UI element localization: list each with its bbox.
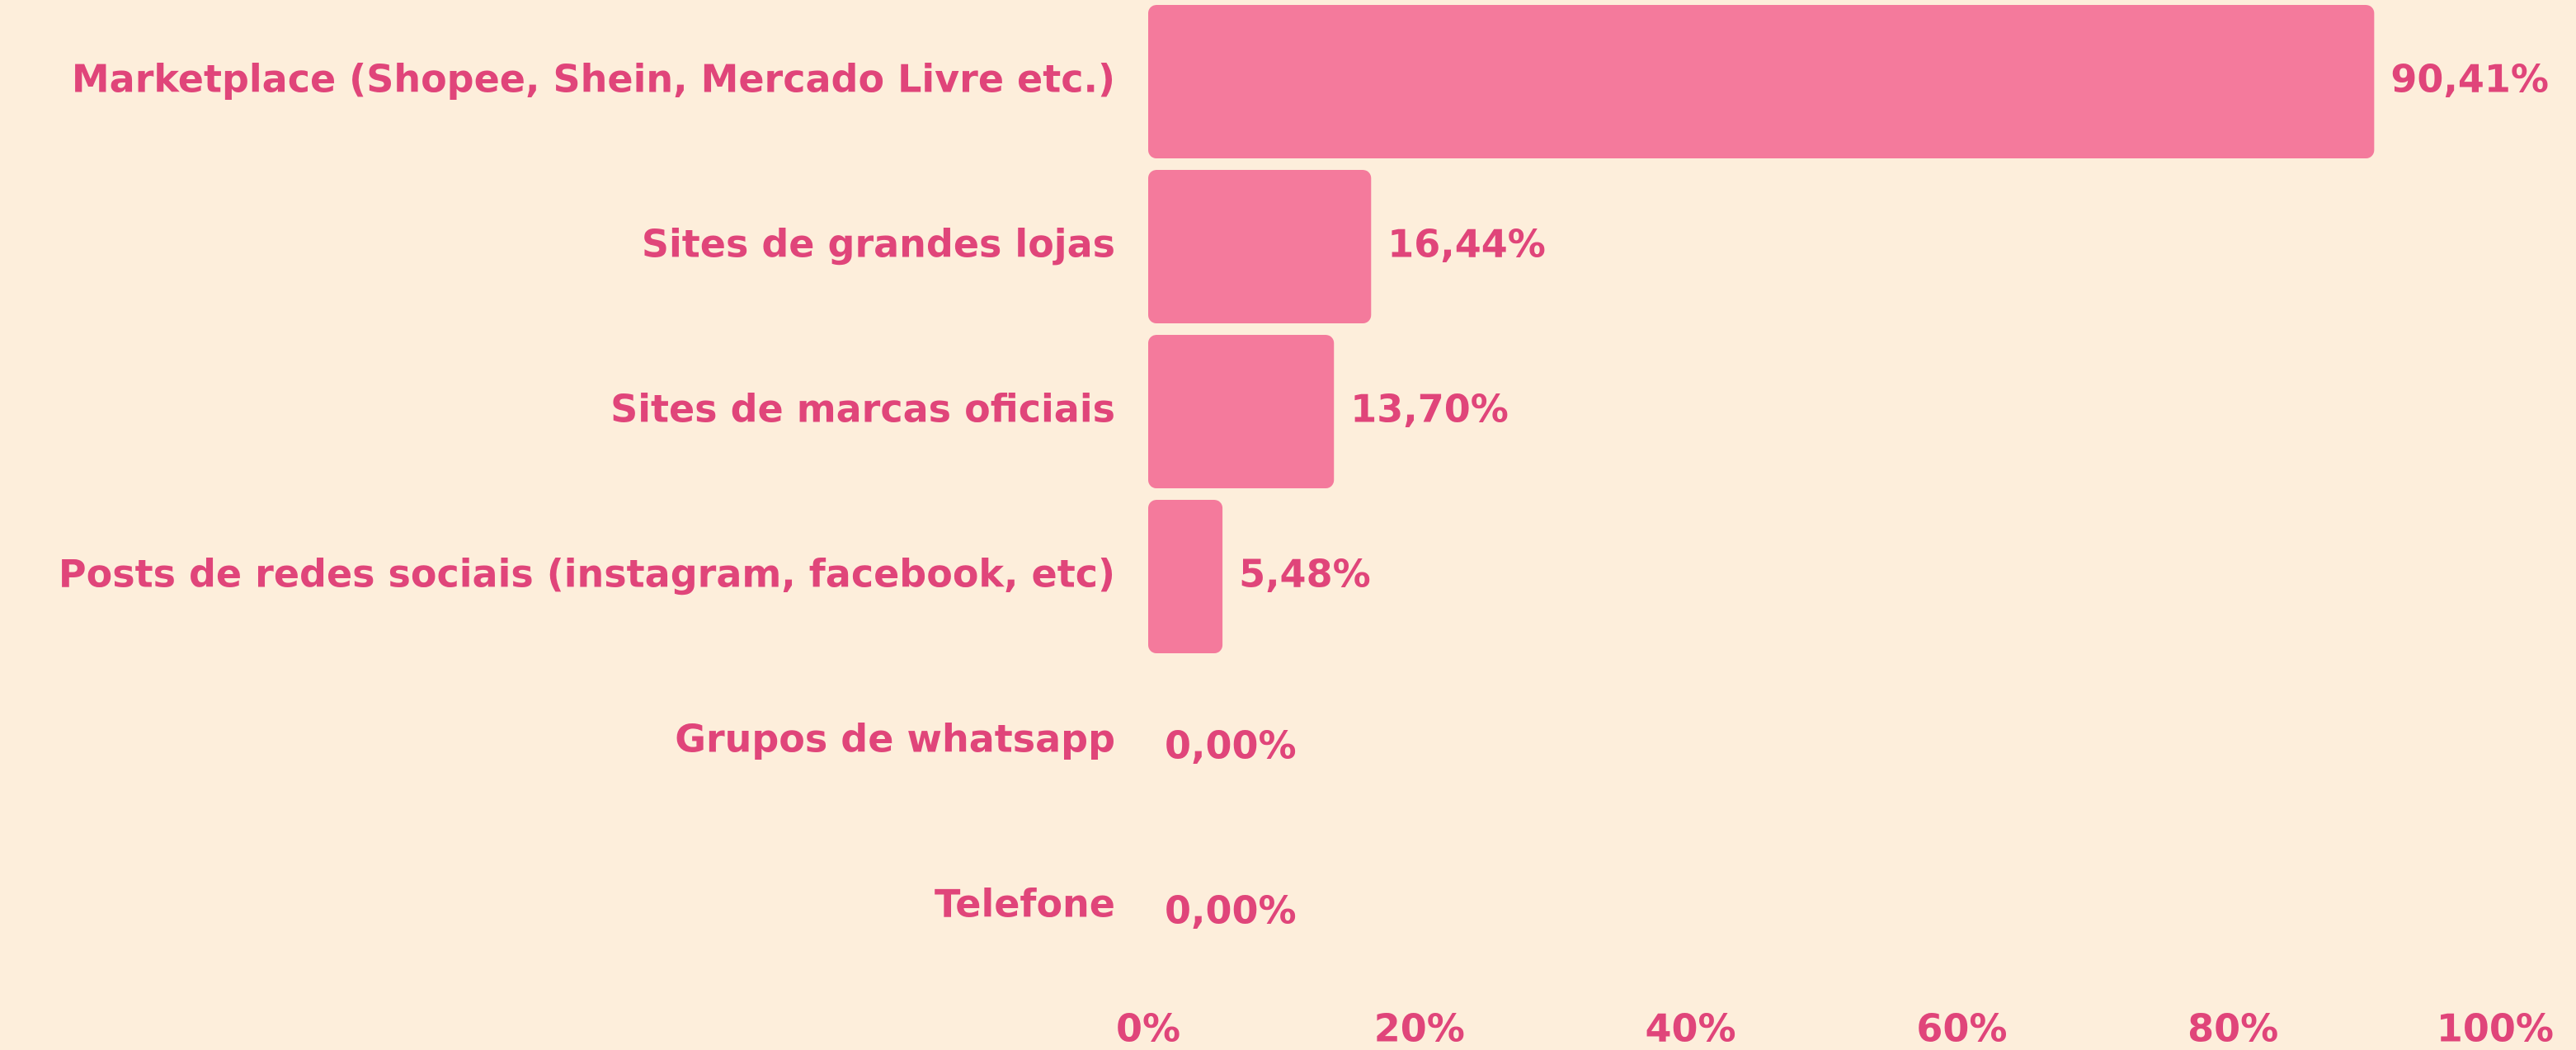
x-tick-label: 100% xyxy=(2437,1006,2554,1050)
bar xyxy=(1148,335,1335,488)
value-label: 16,44% xyxy=(1387,222,1546,266)
bar xyxy=(1148,5,2375,158)
value-label: 90,41% xyxy=(2390,57,2549,101)
value-label: 0,00% xyxy=(1165,723,1297,768)
x-tick-label: 40% xyxy=(1646,1006,1736,1050)
x-tick-label: 0% xyxy=(1116,1006,1180,1050)
bar xyxy=(1148,500,1223,653)
category-label: Telefone xyxy=(935,882,1115,926)
category-label: Posts de redes sociais (instagram, faceb… xyxy=(59,552,1115,596)
category-label: Grupos de whatsapp xyxy=(675,717,1115,761)
value-label: 0,00% xyxy=(1165,888,1297,933)
bar xyxy=(1148,170,1372,323)
value-label: 5,48% xyxy=(1239,552,1371,596)
x-tick-label: 80% xyxy=(2187,1006,2278,1050)
category-label: Marketplace (Shopee, Shein, Mercado Livr… xyxy=(72,57,1115,101)
value-label: 13,70% xyxy=(1350,387,1509,431)
x-tick-label: 20% xyxy=(1374,1006,1465,1050)
x-tick-label: 60% xyxy=(1916,1006,2007,1050)
category-label: Sites de marcas oficiais xyxy=(610,387,1115,431)
category-label: Sites de grandes lojas xyxy=(642,222,1115,266)
